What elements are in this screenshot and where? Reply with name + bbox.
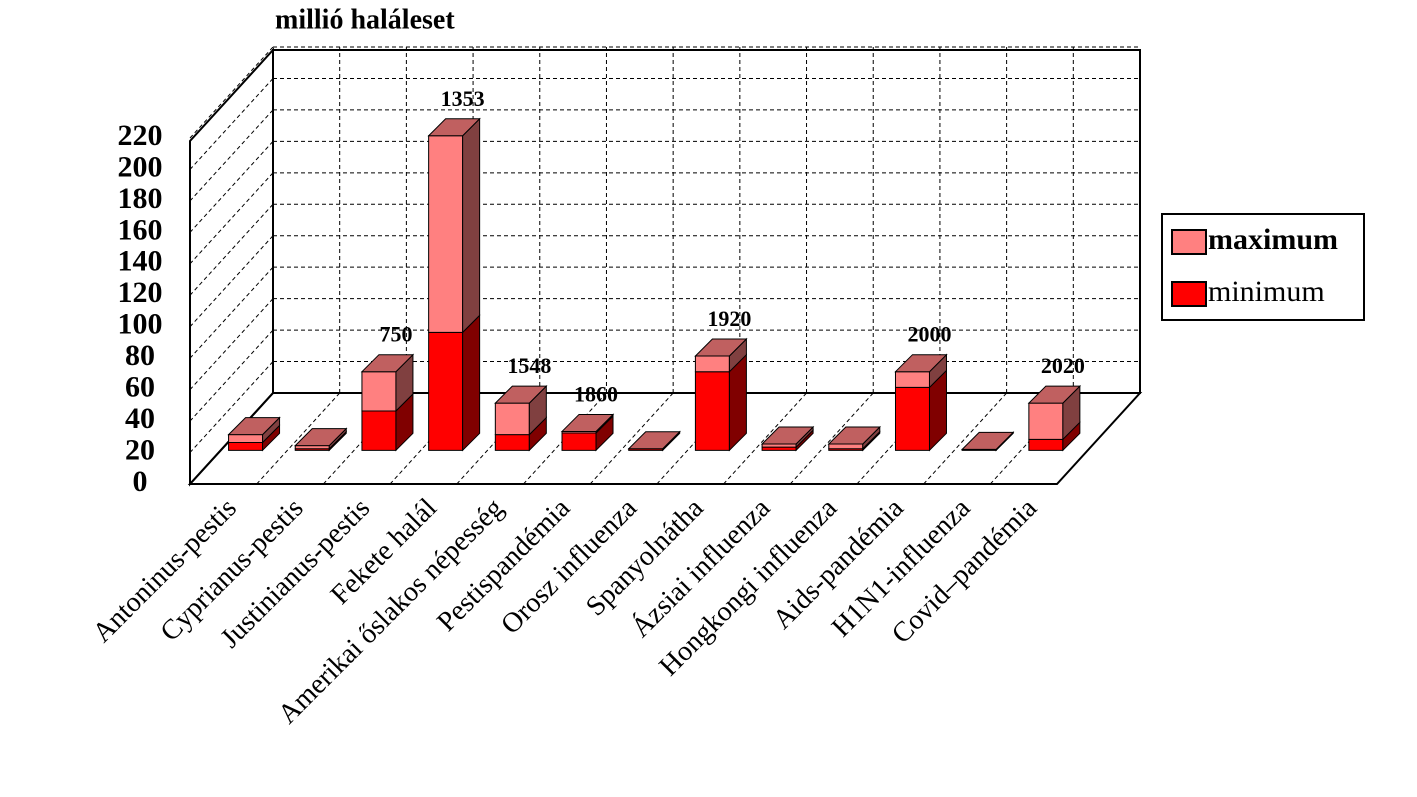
bar-segment: [360, 353, 415, 413]
bar-segment: [894, 353, 948, 389]
bar-top: [694, 338, 748, 357]
bar-top: [294, 428, 348, 447]
grid-line: [189, 78, 274, 170]
grid-line: [189, 46, 274, 139]
year-label: 750: [379, 322, 412, 347]
y-tick-label: 60: [125, 371, 155, 404]
year-label: 2000: [907, 322, 951, 347]
bar-top: [560, 413, 615, 432]
bar-segment: [960, 431, 1015, 452]
bar-segment: [894, 369, 947, 452]
bar-side: [462, 117, 481, 334]
bar-top: [427, 118, 481, 137]
bar-front: [894, 371, 930, 388]
y-tick-label: 80: [125, 339, 155, 372]
y-tick-label: 160: [118, 213, 163, 246]
bar-front: [894, 386, 930, 451]
bar-front: [361, 410, 397, 451]
legend-swatch: [1171, 281, 1207, 307]
bar-front: [694, 355, 730, 373]
y-tick-label: 100: [118, 308, 163, 341]
walls: [187, 46, 1143, 487]
bar-segment: [627, 431, 681, 450]
bar-front: [561, 432, 597, 451]
y-tick-label: 200: [118, 150, 163, 183]
bar-front: [228, 441, 264, 451]
bar-segment: [428, 314, 481, 452]
bar-top: [227, 417, 281, 436]
bar-segment: [694, 337, 748, 373]
bar-segment: [427, 117, 481, 334]
bar-front: [1028, 402, 1064, 440]
year-label: 2020: [1041, 353, 1085, 378]
y-tick-label: 40: [125, 402, 155, 435]
bar-top: [494, 385, 548, 404]
bar-top: [627, 431, 681, 450]
bar-front: [428, 331, 464, 451]
legend-swatch: [1171, 229, 1207, 255]
grid-line: [189, 141, 274, 233]
grid-line: [189, 235, 274, 328]
bar-top: [827, 426, 881, 445]
bar-segment: [827, 425, 881, 450]
grid-line: [189, 266, 274, 359]
bar-front: [828, 443, 864, 450]
bar-front: [494, 434, 530, 451]
bar-segment: [1027, 384, 1082, 441]
year-label: 1548: [507, 353, 551, 378]
grid-line: [189, 203, 274, 296]
grid-line: [189, 109, 274, 202]
year-label: 1353: [441, 86, 485, 111]
legend-label: maximum: [1208, 223, 1338, 256]
bar-segment: [494, 384, 548, 436]
y-tick-label: 220: [118, 119, 163, 152]
grid-line: [189, 172, 274, 265]
legend-label: minimum: [1208, 275, 1325, 308]
bar-front: [361, 371, 397, 412]
bar-front: [694, 371, 730, 451]
y-tick-label: 180: [118, 182, 163, 215]
y-tick-label: 20: [125, 433, 155, 466]
bar-top: [894, 354, 948, 373]
bar-segment: [694, 353, 747, 452]
bar-top: [960, 431, 1015, 450]
bar-front: [494, 402, 530, 436]
year-label: 1920: [707, 306, 751, 331]
bar-top: [360, 354, 415, 373]
bar-top: [760, 426, 815, 445]
bar-side: [462, 314, 481, 452]
bar-front: [228, 434, 264, 443]
bar-segment: [560, 413, 615, 435]
y-tick-label: 140: [118, 245, 163, 278]
bar-front: [1028, 438, 1064, 451]
chart-title: millió haláleset: [275, 4, 455, 35]
year-label: 1860: [574, 382, 618, 407]
bar-segment: [294, 427, 348, 450]
bar-top: [1027, 385, 1082, 404]
bar-segment: [760, 425, 815, 449]
y-tick-label: 120: [118, 276, 163, 309]
bar-segment: [361, 392, 414, 452]
bar-segment: [227, 416, 281, 444]
grid-line: [189, 298, 274, 390]
y-tick-label: 0: [133, 465, 148, 498]
bar-front: [428, 135, 464, 333]
